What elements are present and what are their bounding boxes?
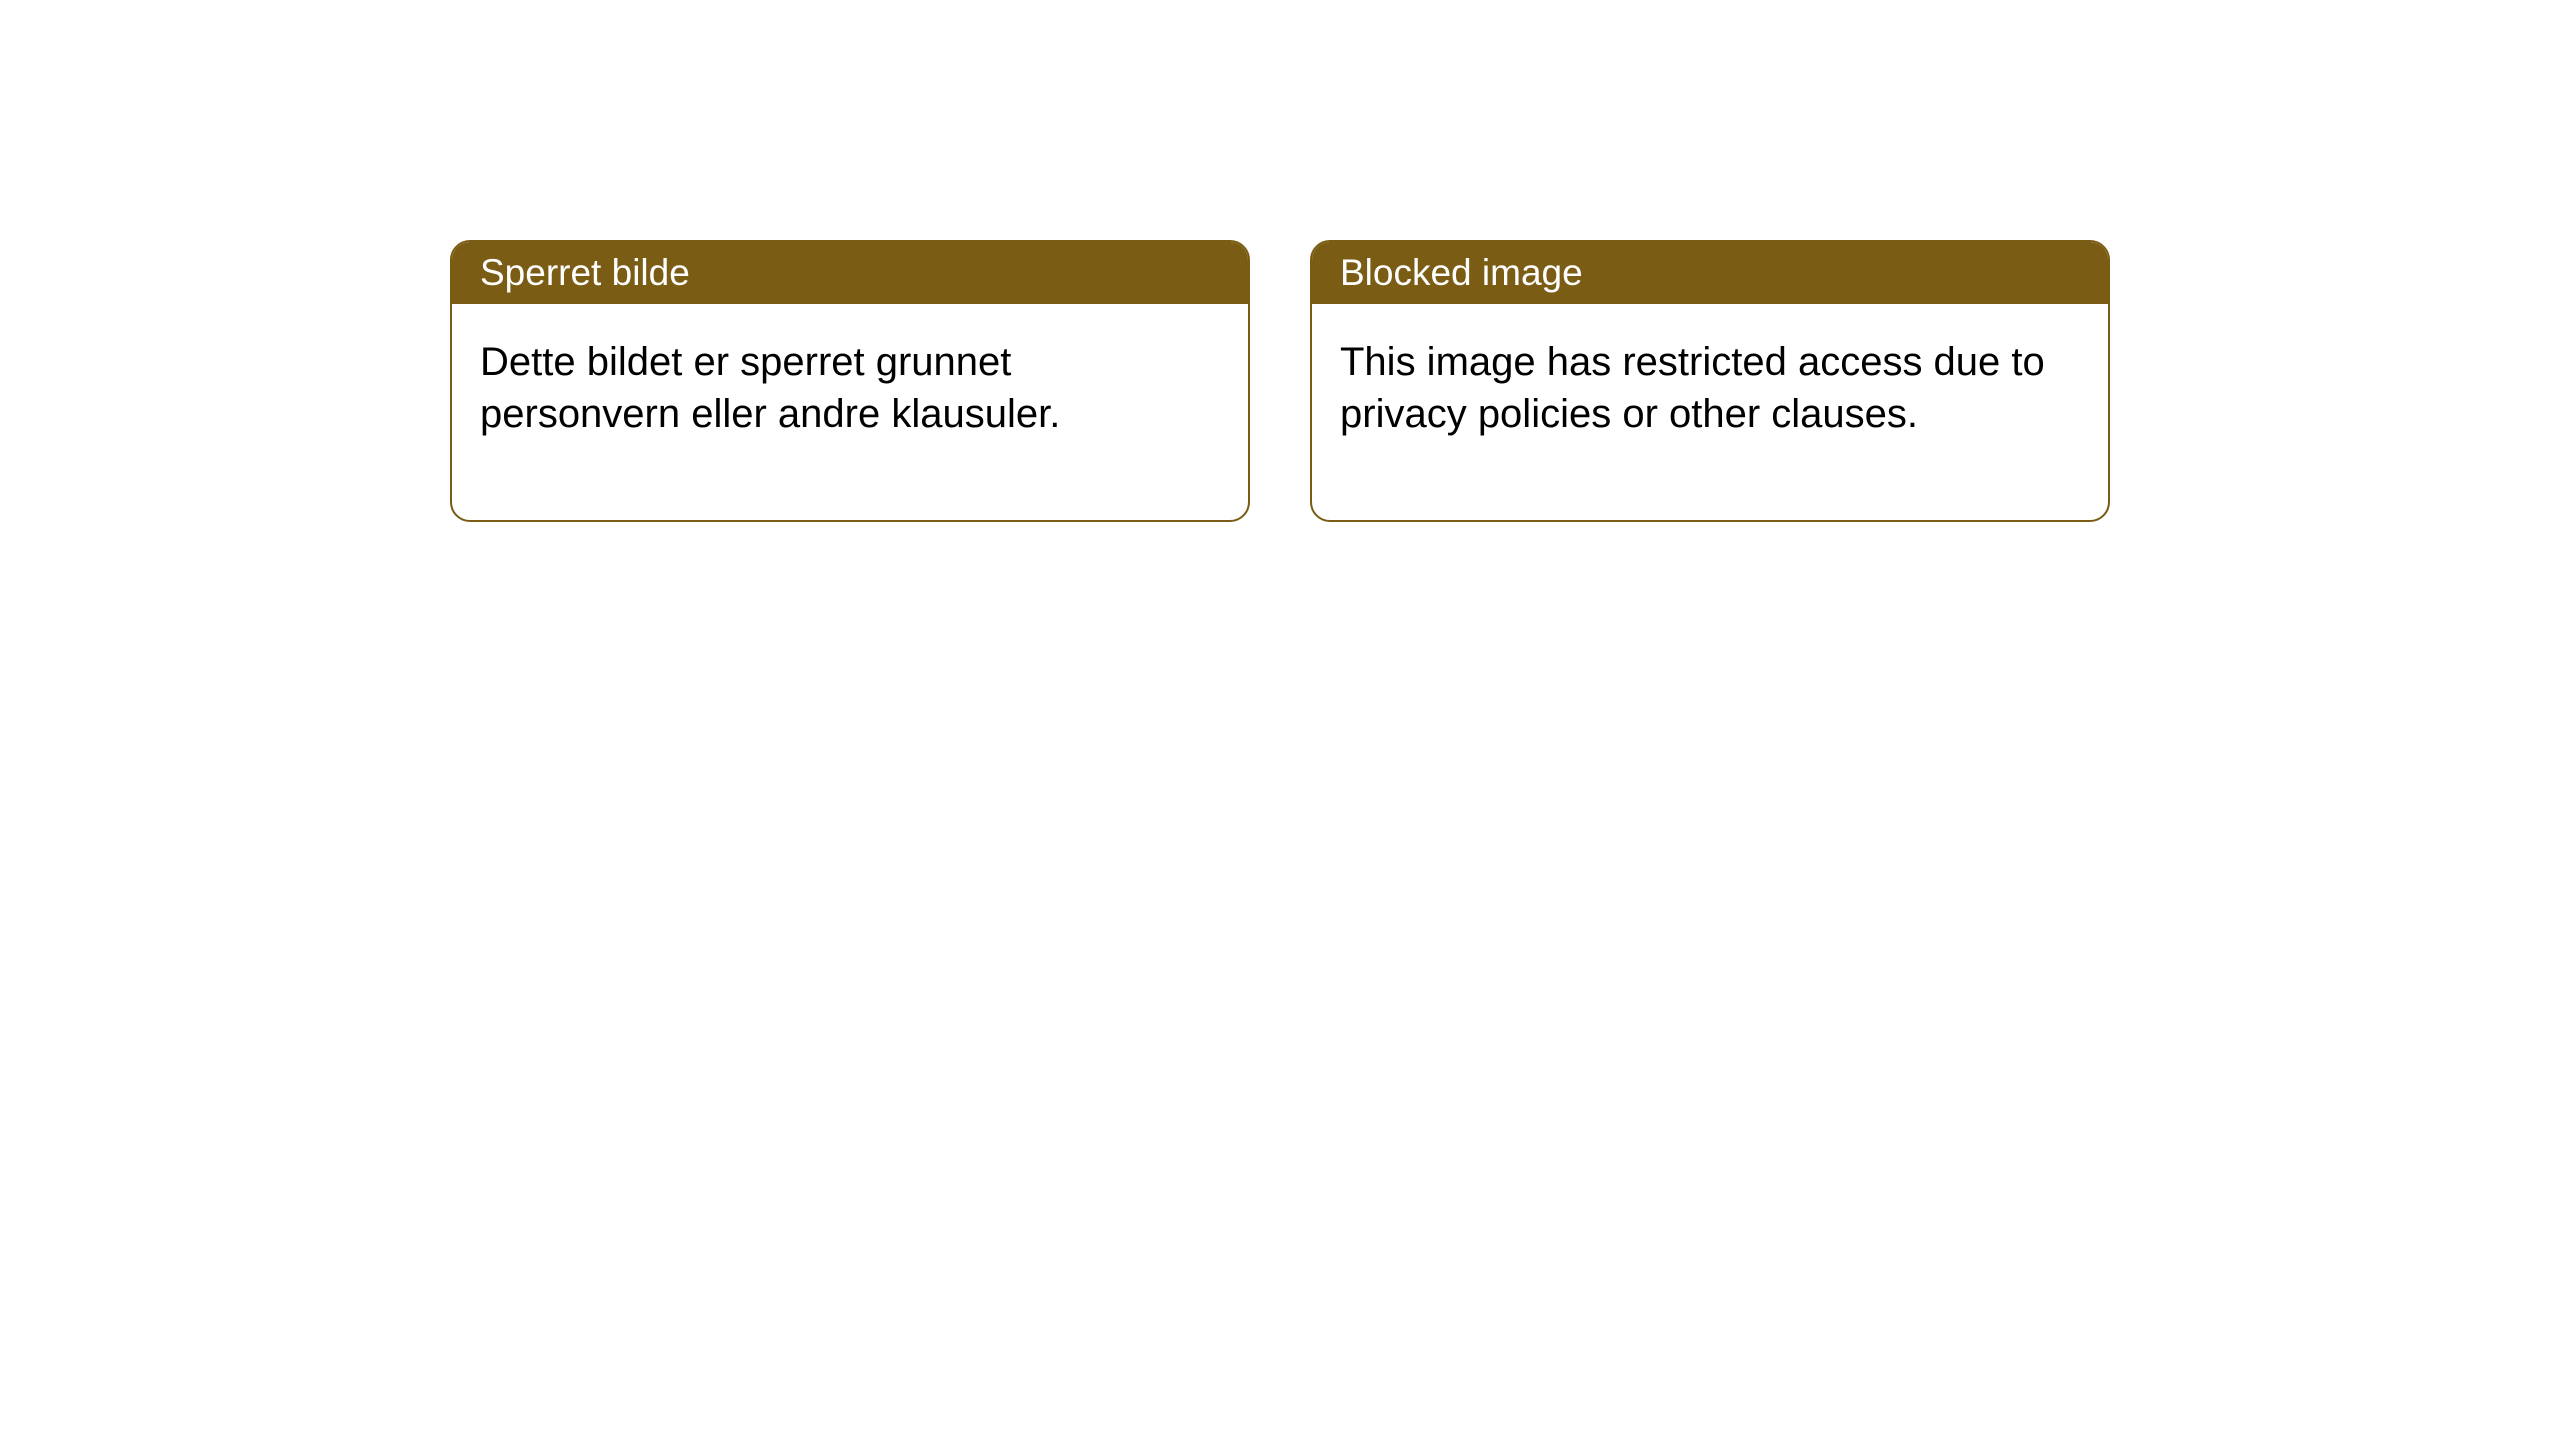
notice-card-english: Blocked image This image has restricted … xyxy=(1310,240,2110,522)
notice-title: Sperret bilde xyxy=(480,252,690,293)
notice-body: This image has restricted access due to … xyxy=(1312,304,2108,520)
notice-text: This image has restricted access due to … xyxy=(1340,340,2045,436)
notice-body: Dette bildet er sperret grunnet personve… xyxy=(452,304,1248,520)
notice-container: Sperret bilde Dette bildet er sperret gr… xyxy=(0,0,2560,522)
notice-title: Blocked image xyxy=(1340,252,1583,293)
notice-text: Dette bildet er sperret grunnet personve… xyxy=(480,340,1060,436)
notice-header: Sperret bilde xyxy=(452,242,1248,304)
notice-card-norwegian: Sperret bilde Dette bildet er sperret gr… xyxy=(450,240,1250,522)
notice-header: Blocked image xyxy=(1312,242,2108,304)
